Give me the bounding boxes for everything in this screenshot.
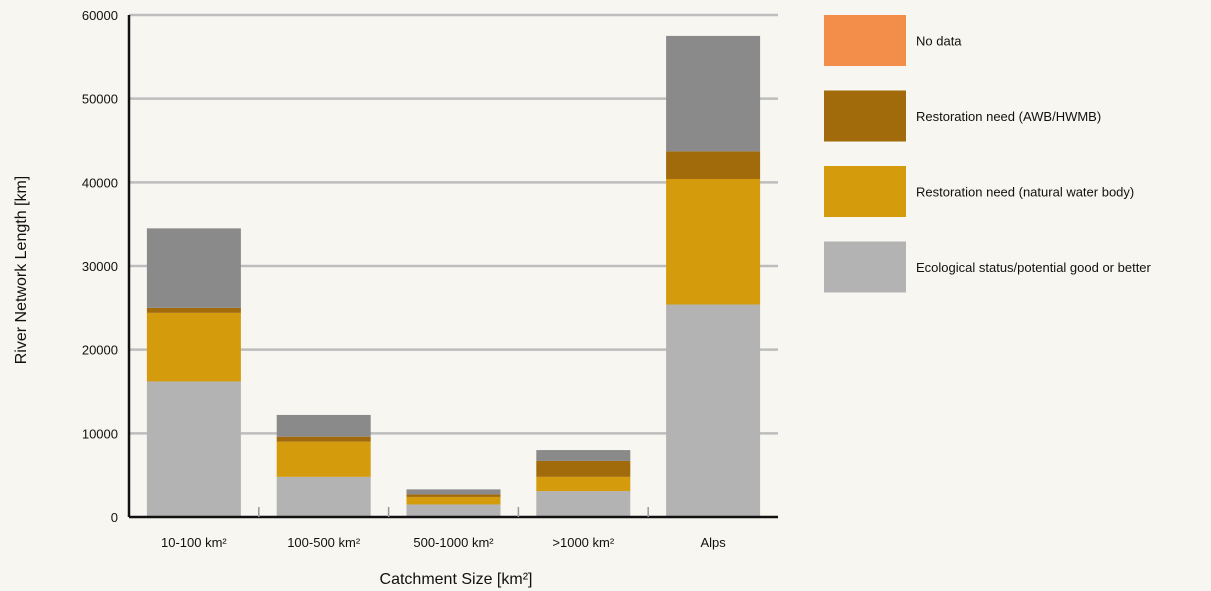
y-tick-label: 50000 <box>82 92 118 107</box>
bar-segment <box>536 460 631 477</box>
bar-segment <box>406 489 501 495</box>
y-tick-label: 30000 <box>82 259 118 274</box>
legend-label: Restoration need (AWB/HWMB) <box>916 109 1101 124</box>
bar-segment <box>536 491 631 517</box>
bar-segment <box>276 441 371 477</box>
legend-swatch <box>824 15 906 66</box>
bar-segment <box>666 304 761 517</box>
x-tick-label: >1000 km² <box>552 535 614 550</box>
y-tick-label: 0 <box>111 510 118 525</box>
bar-segment <box>146 312 241 382</box>
x-tick-label: 100-500 km² <box>287 535 361 550</box>
axes <box>127 15 778 519</box>
bar-segment <box>666 178 761 305</box>
x-tick-label: Alps <box>700 535 726 550</box>
legend-label: Ecological status/potential good or bett… <box>916 260 1152 275</box>
bar-segment <box>146 228 241 308</box>
bar-segment <box>536 476 631 492</box>
y-tick-label: 10000 <box>82 426 118 441</box>
legend-swatch <box>824 90 906 142</box>
x-tick-labels: 10-100 km² 100-500 km² 500-1000 km² >1000 k… <box>161 507 726 550</box>
y-axis-title: River Network Length [km] <box>13 176 30 365</box>
y-tick-label: 40000 <box>82 175 118 190</box>
bar-segment <box>666 151 761 179</box>
x-tick-label: 500-1000 km² <box>413 535 494 550</box>
bar-segment <box>406 504 501 517</box>
legend-label: No data <box>916 34 962 49</box>
bar-segment <box>666 35 761 152</box>
y-tick-label: 20000 <box>82 343 118 358</box>
bars <box>146 35 761 517</box>
legend-swatch <box>824 166 906 217</box>
x-axis-title: Catchment Size [km²] <box>380 571 533 588</box>
bar-segment <box>276 436 371 442</box>
legend: No data Restoration need (AWB/HWMB) Restor… <box>824 15 1152 293</box>
bar-segment <box>146 307 241 313</box>
y-tick-label: 60000 <box>82 8 118 23</box>
bar-segment <box>406 496 501 505</box>
bar-segment <box>146 381 241 517</box>
bar-segment <box>536 450 631 461</box>
x-tick-label: 10-100 km² <box>161 535 227 550</box>
y-tick-labels: 0 10000 20000 30000 40000 50000 60000 <box>82 8 118 525</box>
bar-segment <box>406 494 501 497</box>
legend-label: Restoration need (natural water body) <box>916 185 1134 200</box>
legend-swatch <box>824 241 906 293</box>
bar-segment <box>276 414 371 437</box>
bar-segment <box>276 476 371 517</box>
